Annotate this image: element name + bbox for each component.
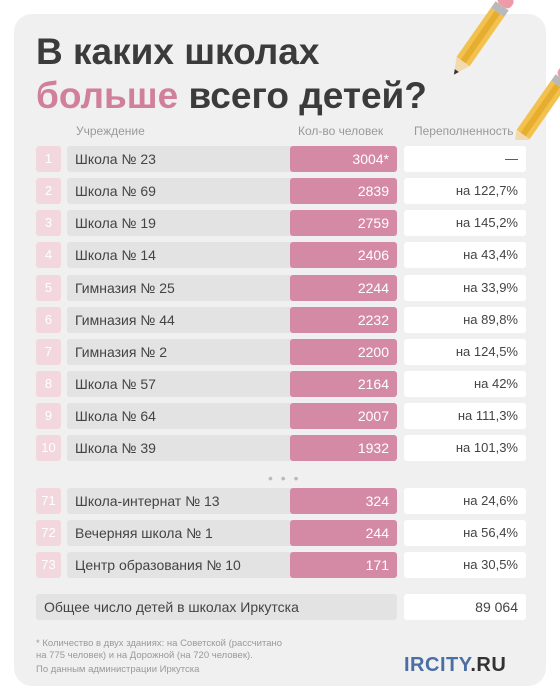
institution-cell: Вечерняя школа № 1 [67, 520, 317, 546]
count-cell: 2232 [290, 307, 397, 333]
rank-cell: 2 [36, 178, 61, 204]
rank-cell: 4 [36, 242, 61, 268]
overcrowding-cell: на 111,3% [404, 403, 526, 429]
institution-cell: Школа № 19 [67, 210, 317, 236]
institution-cell: Школа-интернат № 13 [67, 488, 317, 514]
count-cell: 1932 [290, 435, 397, 461]
header-count: Кол-во человек [298, 124, 384, 138]
overcrowding-cell: — [404, 146, 526, 172]
institution-cell: Школа № 14 [67, 242, 317, 268]
count-cell: 244 [290, 520, 397, 546]
rank-cell: 71 [36, 488, 61, 514]
rank-cell: 3 [36, 210, 61, 236]
count-cell: 2244 [290, 275, 397, 301]
rank-cell: 8 [36, 371, 61, 397]
pencil-icon [453, 0, 514, 75]
total-label: Общее число детей в школах Иркутска [36, 594, 397, 620]
overcrowding-cell: на 145,2% [404, 210, 526, 236]
rank-cell: 10 [36, 435, 61, 461]
institution-cell: Гимназия № 2 [67, 339, 317, 365]
total-value: 89 064 [404, 594, 526, 620]
rank-cell: 6 [36, 307, 61, 333]
pencil-icon [513, 66, 560, 140]
header-institution: Учреждение [76, 124, 145, 138]
ircity-logo: IRCITY.RU [404, 654, 506, 677]
rank-cell: 73 [36, 552, 61, 578]
institution-cell: Школа № 39 [67, 435, 317, 461]
pencils-illustration [453, 0, 560, 140]
footnote-line-1: * Количество в двух зданиях: на Советско… [36, 638, 283, 649]
rank-cell: 72 [36, 520, 61, 546]
count-cell: 2839 [290, 178, 397, 204]
title-line-1: В каких школах [36, 31, 320, 72]
rank-cell: 7 [36, 339, 61, 365]
overcrowding-cell: на 101,3% [404, 435, 526, 461]
overcrowding-cell: на 56,4% [404, 520, 526, 546]
title-accent: больше [36, 75, 179, 116]
count-cell: 2164 [290, 371, 397, 397]
source-note: По данным администрации Иркутска [36, 664, 200, 675]
page-title: В каких школах больше всего детей? [36, 30, 427, 118]
institution-cell: Школа № 23 [67, 146, 317, 172]
overcrowding-cell: на 24,6% [404, 488, 526, 514]
rank-cell: 9 [36, 403, 61, 429]
institution-cell: Гимназия № 44 [67, 307, 317, 333]
institution-cell: Центр образования № 10 [67, 552, 317, 578]
institution-cell: Школа № 57 [67, 371, 317, 397]
footnote-line-2: на 775 человек) и на Дорожной (на 720 че… [36, 650, 253, 661]
count-cell: 2200 [290, 339, 397, 365]
title-line-2: больше всего детей? [36, 74, 427, 118]
logo-part-2: .RU [470, 654, 507, 676]
overcrowding-cell: на 33,9% [404, 275, 526, 301]
rank-cell: 1 [36, 146, 61, 172]
header-overcrowding: Переполненность [414, 124, 514, 138]
rank-cell: 5 [36, 275, 61, 301]
count-cell: 2007 [290, 403, 397, 429]
count-cell: 3004* [290, 146, 397, 172]
overcrowding-cell: на 124,5% [404, 339, 526, 365]
count-cell: 2759 [290, 210, 397, 236]
title-rest: всего детей? [188, 75, 427, 116]
overcrowding-cell: на 30,5% [404, 552, 526, 578]
logo-part-1: IRCITY [404, 654, 471, 676]
overcrowding-cell: на 42% [404, 371, 526, 397]
count-cell: 171 [290, 552, 397, 578]
overcrowding-cell: на 43,4% [404, 242, 526, 268]
institution-cell: Школа № 69 [67, 178, 317, 204]
overcrowding-cell: на 89,8% [404, 307, 526, 333]
overcrowding-cell: на 122,7% [404, 178, 526, 204]
institution-cell: Школа № 64 [67, 403, 317, 429]
institution-cell: Гимназия № 25 [67, 275, 317, 301]
count-cell: 324 [290, 488, 397, 514]
count-cell: 2406 [290, 242, 397, 268]
ellipsis-separator: • • • [268, 470, 301, 486]
